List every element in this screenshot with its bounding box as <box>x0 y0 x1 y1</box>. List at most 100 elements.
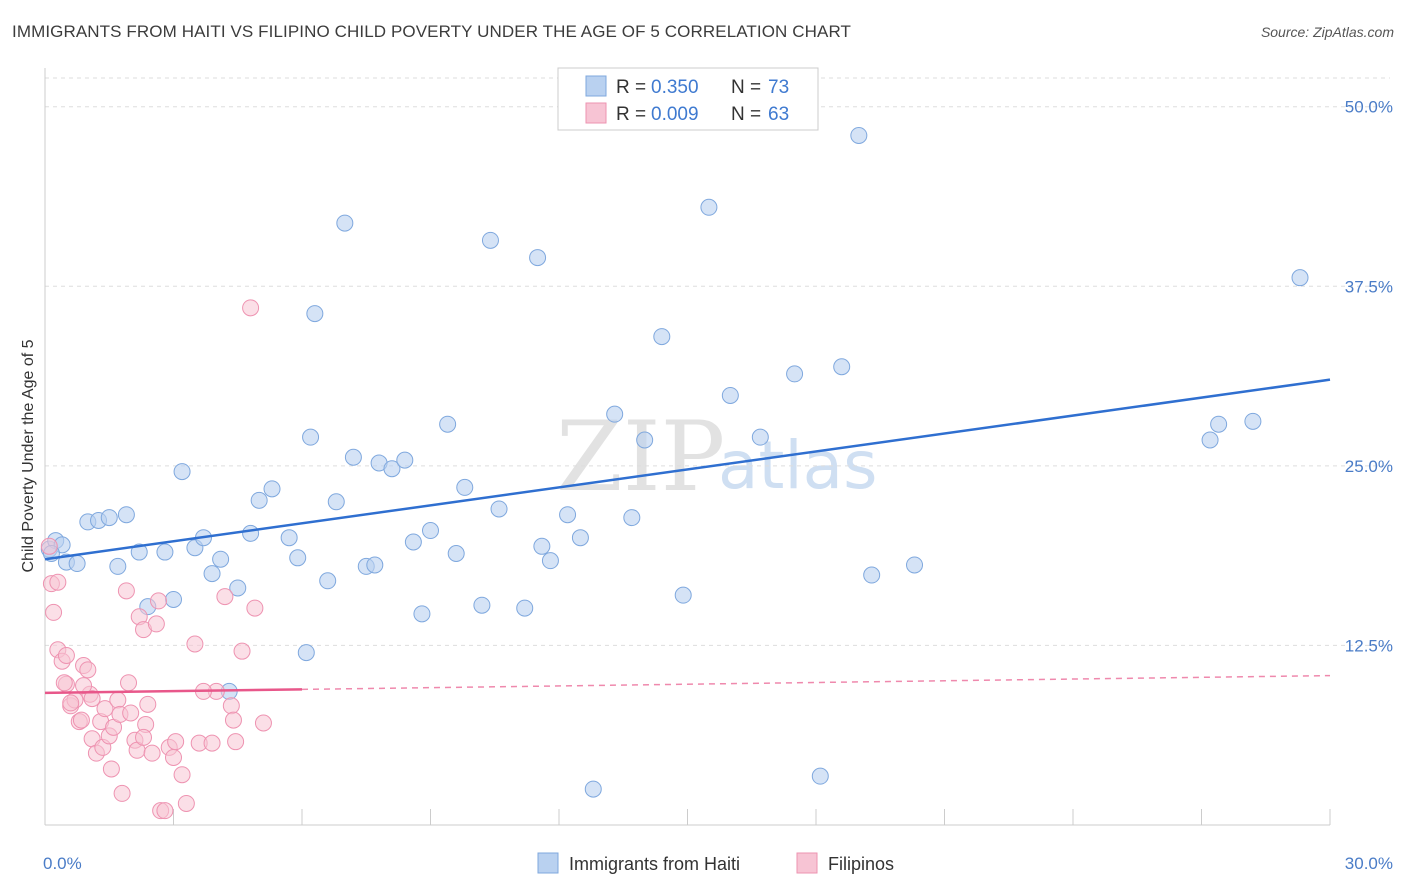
point-haiti <box>529 249 547 267</box>
point-filipinos <box>49 573 67 591</box>
point-haiti <box>1210 415 1228 433</box>
point-filipinos <box>139 695 157 713</box>
legend-r-label-haiti: R = <box>616 77 646 98</box>
point-haiti <box>366 556 384 574</box>
point-filipinos <box>150 592 168 610</box>
point-filipinos <box>227 733 245 751</box>
point-haiti <box>212 550 230 568</box>
point-haiti <box>490 500 508 518</box>
point-filipinos <box>79 661 97 679</box>
y-tick-label: 50.0% <box>1345 98 1393 117</box>
point-haiti <box>165 590 182 608</box>
point-filipinos <box>167 733 185 751</box>
point-haiti <box>481 231 499 249</box>
point-haiti <box>850 126 868 144</box>
point-haiti <box>413 605 431 623</box>
y-tick-label: 37.5% <box>1345 277 1393 296</box>
point-haiti <box>559 506 577 524</box>
point-haiti <box>229 579 247 597</box>
point-haiti <box>456 478 474 496</box>
stats-legend: R = 0.350 N = 73 R = 0.009 N = 63 <box>557 67 819 131</box>
y-axis-title: Child Poverty Under the Age of 5 <box>20 339 37 572</box>
point-haiti <box>439 415 457 433</box>
point-haiti <box>623 509 641 527</box>
point-filipinos <box>117 582 135 600</box>
point-haiti <box>344 448 362 466</box>
point-filipinos <box>83 690 101 708</box>
point-filipinos <box>173 766 191 784</box>
point-haiti <box>584 780 602 798</box>
point-filipinos <box>203 734 221 752</box>
point-filipinos <box>177 794 195 812</box>
point-filipinos <box>246 599 264 617</box>
point-haiti <box>263 480 281 498</box>
point-haiti <box>383 460 401 478</box>
point-filipinos <box>57 646 75 664</box>
point-haiti <box>833 358 851 376</box>
point-haiti <box>786 365 804 383</box>
point-haiti <box>700 198 718 216</box>
point-filipinos <box>216 588 234 606</box>
point-haiti <box>653 328 671 346</box>
point-filipinos <box>62 694 80 712</box>
point-haiti <box>156 543 174 561</box>
point-haiti <box>327 493 345 511</box>
point-haiti <box>447 544 465 562</box>
point-haiti <box>289 549 307 567</box>
point-haiti <box>404 533 422 551</box>
legend-n-label-filipinos: N = <box>731 104 761 125</box>
point-haiti <box>636 431 654 449</box>
point-haiti <box>1244 412 1262 430</box>
legend-r-value-filipinos: 0.009 <box>651 104 699 125</box>
point-haiti <box>336 214 354 232</box>
point-haiti <box>863 566 881 584</box>
point-haiti <box>68 555 86 573</box>
point-filipinos <box>96 700 114 718</box>
point-filipinos <box>109 691 127 709</box>
point-haiti <box>250 491 268 509</box>
point-filipinos <box>222 697 240 715</box>
point-haiti <box>571 529 589 547</box>
point-haiti <box>1201 431 1219 449</box>
point-haiti <box>721 386 739 404</box>
point-filipinos <box>75 677 93 695</box>
series-immigrants-from-haiti <box>40 126 1309 798</box>
watermark: ZIP atlas <box>556 401 878 513</box>
trend-line-filipinos-dashed <box>301 674 1331 691</box>
point-filipinos <box>242 299 260 317</box>
watermark-zip: ZIP <box>556 401 725 513</box>
chart-title: IMMIGRANTS FROM HAITI VS FILIPINO CHILD … <box>12 22 852 41</box>
point-filipinos <box>122 704 140 722</box>
point-haiti <box>109 557 127 575</box>
point-filipinos <box>165 748 182 766</box>
point-filipinos <box>45 603 63 621</box>
point-haiti <box>302 428 320 446</box>
legend-n-label-haiti: N = <box>731 77 761 98</box>
x-tick-labels: 0.0% 30.0% <box>43 854 1393 873</box>
point-haiti <box>100 509 118 527</box>
bottom-legend-label-filipinos: Filipinos <box>828 854 894 874</box>
y-tick-label: 25.0% <box>1345 457 1393 476</box>
point-haiti <box>242 524 260 542</box>
point-filipinos <box>55 674 73 692</box>
trend-lines <box>44 378 1331 695</box>
point-haiti <box>297 644 315 662</box>
point-haiti <box>117 506 135 524</box>
point-haiti <box>906 556 924 574</box>
point-filipinos <box>135 728 153 746</box>
point-haiti <box>422 522 439 540</box>
legend-swatch-haiti <box>585 75 607 97</box>
bottom-legend-swatch-haiti <box>537 852 559 874</box>
point-filipinos <box>254 714 272 732</box>
point-haiti <box>130 543 148 561</box>
bottom-legend-swatch-filipinos <box>796 852 818 874</box>
point-haiti <box>533 537 551 555</box>
series-filipinos <box>40 299 272 820</box>
point-haiti <box>1291 269 1309 287</box>
point-filipinos <box>224 711 242 729</box>
legend-n-value-haiti: 73 <box>768 77 789 98</box>
y-tick-labels: 12.5% 25.0% 37.5% 50.0% <box>1345 98 1393 656</box>
x-tick-label: 0.0% <box>43 854 82 873</box>
point-haiti <box>516 599 534 617</box>
